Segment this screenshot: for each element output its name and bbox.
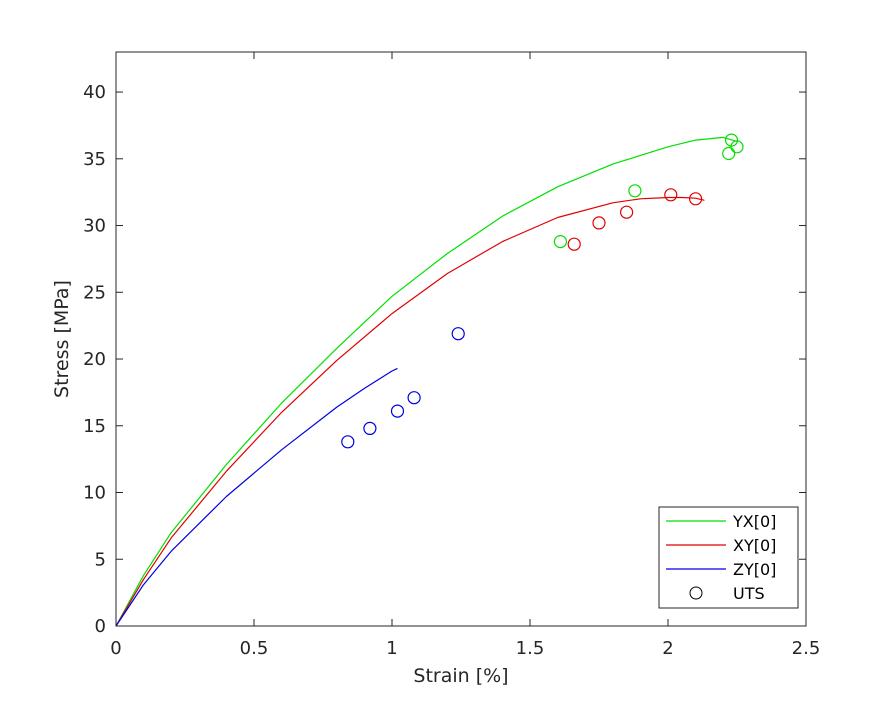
- uts-marker-zy0: [451, 327, 465, 341]
- legend-label-xy: XY[0]: [733, 536, 776, 555]
- y-tick-label: 20: [83, 349, 106, 370]
- uts-marker-xy0: [567, 237, 581, 251]
- uts-marker-xy0: [619, 205, 634, 219]
- y-axis-label: Stress [MPa]: [51, 280, 73, 398]
- series-line-yx0: [115, 136, 738, 627]
- legend: YX[0] XY[0] ZY[0] UTS: [658, 506, 799, 609]
- legend-label-yx: YX[0]: [732, 512, 776, 531]
- uts-markers: [341, 133, 744, 449]
- uts-marker-xy0: [688, 192, 703, 206]
- y-tick-label: 5: [95, 549, 106, 570]
- y-tick-labels: 0 5 10 15 20 25 30 35 40: [83, 82, 106, 637]
- series-line-zy0: [115, 367, 398, 627]
- legend-box: [658, 506, 799, 609]
- y-tick-label: 10: [83, 483, 106, 504]
- x-tick-label: 2: [662, 638, 673, 659]
- x-tick-label: 0: [110, 638, 121, 659]
- y-tick-label: 15: [83, 416, 106, 437]
- uts-marker-yx0: [730, 140, 744, 154]
- legend-label-zy: ZY[0]: [733, 560, 776, 579]
- x-tick-labels: 0 0.5 1 1.5 2 2.5: [110, 638, 820, 659]
- y-tick-label: 40: [83, 82, 106, 103]
- series-lines: [115, 136, 738, 627]
- uts-marker-xy0: [592, 216, 606, 230]
- x-tick-label: 1: [386, 638, 397, 659]
- legend-label-uts: UTS: [733, 584, 765, 603]
- x-tick-label: 0.5: [240, 638, 269, 659]
- y-tick-label: 25: [83, 282, 106, 303]
- x-tick-label: 2.5: [792, 638, 821, 659]
- uts-marker-zy0: [407, 391, 421, 405]
- uts-marker-yx0: [553, 235, 568, 249]
- uts-marker-zy0: [341, 435, 355, 449]
- y-tick-label: 30: [83, 216, 106, 237]
- legend-swatch-uts: [689, 586, 703, 600]
- series-line-xy0: [115, 196, 705, 627]
- uts-marker-zy0: [363, 421, 377, 435]
- uts-marker-zy0: [390, 404, 405, 418]
- uts-marker-yx0: [628, 184, 642, 198]
- y-tick-label: 35: [83, 149, 106, 170]
- y-tick-label: 0: [95, 616, 106, 637]
- uts-marker-xy0: [664, 188, 678, 202]
- x-tick-label: 1.5: [516, 638, 545, 659]
- x-axis-label: Strain [%]: [413, 665, 508, 687]
- uts-marker-yx0: [722, 146, 736, 161]
- plot-frame: [115, 51, 807, 627]
